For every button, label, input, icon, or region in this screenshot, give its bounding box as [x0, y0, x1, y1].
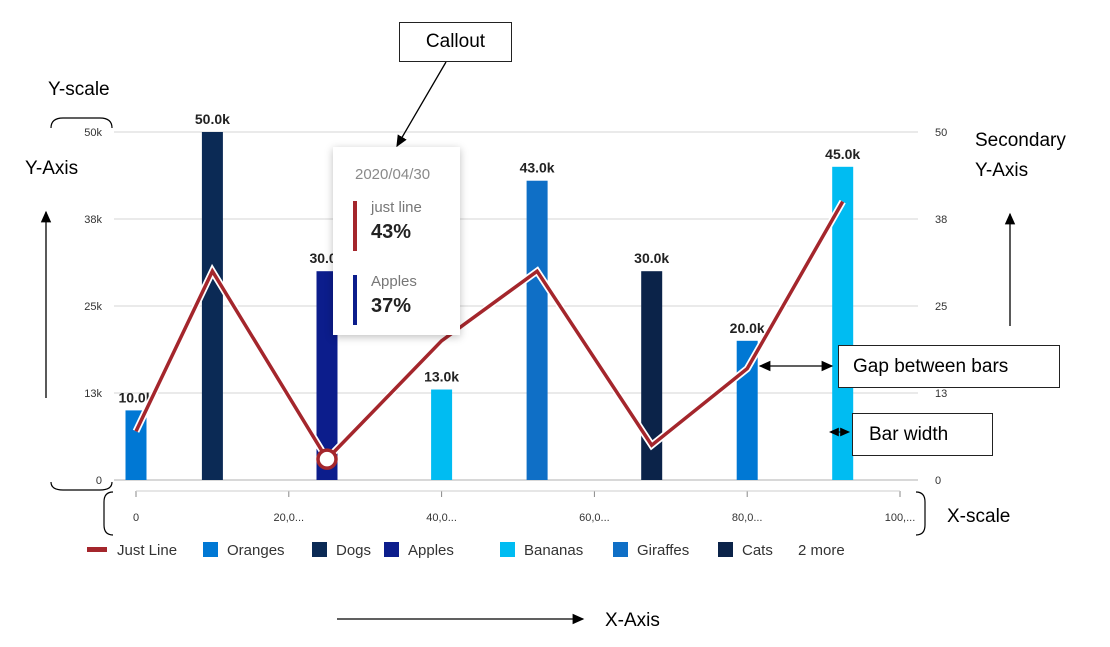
bar-data-label: 43.0k	[520, 160, 555, 176]
legend-swatch-line	[87, 547, 107, 552]
secondary-y-tick-label: 50	[935, 127, 947, 139]
y-tick-label: 25k	[84, 301, 102, 313]
x-scale-brace-left	[103, 491, 114, 536]
secondary-y-tick-label: 25	[935, 301, 947, 313]
legend-label: Cats	[742, 542, 773, 559]
legend-item-just-line[interactable]: Just Line	[87, 542, 177, 559]
legend-label: Oranges	[227, 542, 285, 559]
gap-between-bars-annotation: Gap between bars	[838, 345, 1060, 388]
x-axis-annotation: X-Axis	[605, 610, 660, 631]
gridlines	[114, 131, 918, 481]
legend-more-button[interactable]: 2 more	[798, 542, 845, 559]
tooltip-series-value: 37%	[371, 295, 412, 317]
legend: Just Line Oranges Dogs Apples Bananas Giraffe…	[87, 542, 845, 559]
x-axis-ticks: 0 20,0... 40,0... 60,0... 80,0... 100,...	[133, 490, 916, 524]
legend-label: Giraffes	[637, 542, 689, 559]
bar-giraffes	[526, 180, 548, 480]
just-line-series	[132, 199, 846, 470]
callout-tooltip: 2020/04/30 just line 43% Apples 37%	[333, 147, 460, 335]
legend-item-dogs[interactable]: Dogs	[312, 542, 371, 559]
secondary-y-tick-label: 0	[935, 475, 941, 487]
legend-swatch	[613, 542, 628, 557]
secondary-y-axis-ticks: 0 13 25 38 50	[935, 127, 947, 487]
tooltip-date: 2020/04/30	[355, 166, 431, 183]
legend-item-bananas[interactable]: Bananas	[500, 542, 583, 559]
tooltip-series-name: just line	[371, 199, 422, 216]
callout-arrow	[396, 61, 447, 148]
bar-bananas	[431, 389, 453, 480]
legend-swatch	[312, 542, 327, 557]
just-line	[134, 200, 845, 462]
x-scale-brace-right	[915, 491, 926, 536]
legend-label: Apples	[408, 542, 454, 559]
secondary-y-tick-label: 38	[935, 214, 947, 226]
secondary-y-axis-annotation-line2: Y-Axis	[975, 160, 1028, 181]
bar-data-label: 45.0k	[825, 146, 860, 162]
tooltip-color-bar	[353, 275, 357, 325]
highlighted-point-marker	[316, 448, 338, 470]
bar-width-annotation: Bar width	[852, 413, 993, 456]
bar-data-label: 30.0k	[634, 250, 669, 266]
x-tick-label: 100,...	[885, 512, 916, 524]
y-axis-ticks: 0 13k 25k 38k 50k	[84, 127, 102, 487]
tooltip-item-apples: Apples 37%	[353, 273, 453, 327]
bar-data-label: 10.0k	[118, 389, 153, 405]
legend-label: Bananas	[524, 542, 583, 559]
y-tick-label: 0	[96, 475, 102, 487]
bar-data-label: 13.0k	[424, 369, 459, 385]
legend-swatch	[718, 542, 733, 557]
bar-data-label: 50.0k	[195, 111, 230, 127]
legend-item-cats[interactable]: Cats	[718, 542, 773, 559]
callout-annotation: Callout	[399, 22, 512, 62]
bar-bananas	[832, 166, 854, 481]
x-tick-label: 60,0...	[579, 512, 610, 524]
bar-data-label: 20.0k	[730, 320, 765, 336]
tooltip-series-name: Apples	[371, 273, 417, 290]
legend-item-apples[interactable]: Apples	[384, 542, 454, 559]
y-scale-brace-top	[50, 117, 113, 129]
x-tick-label: 80,0...	[732, 512, 763, 524]
y-tick-label: 38k	[84, 214, 102, 226]
secondary-y-tick-label: 13	[935, 388, 947, 400]
legend-swatch	[500, 542, 515, 557]
bar-dogs	[201, 132, 223, 480]
tooltip-series-value: 43%	[371, 221, 412, 243]
y-tick-label: 13k	[84, 388, 102, 400]
secondary-y-axis-annotation-line1: Secondary	[975, 130, 1066, 151]
tooltip-item-just-line: just line 43%	[353, 199, 453, 253]
legend-label: Dogs	[336, 542, 371, 559]
y-scale-brace-bottom	[50, 481, 113, 491]
legend-item-giraffes[interactable]: Giraffes	[613, 542, 689, 559]
bar-apples	[316, 271, 338, 480]
legend-label: Just Line	[117, 542, 177, 559]
bars	[125, 132, 854, 481]
x-scale-annotation: X-scale	[947, 506, 1010, 527]
legend-item-oranges[interactable]: Oranges	[203, 542, 285, 559]
y-scale-annotation: Y-scale	[48, 79, 110, 100]
x-tick-label: 40,0...	[426, 512, 457, 524]
legend-swatch	[384, 542, 399, 557]
legend-swatch	[203, 542, 218, 557]
y-tick-label: 50k	[84, 127, 102, 139]
y-axis-annotation: Y-Axis	[25, 158, 78, 179]
x-tick-label: 20,0...	[274, 512, 305, 524]
bar-cats	[641, 271, 663, 480]
x-tick-label: 0	[133, 512, 139, 524]
tooltip-color-bar	[353, 201, 357, 251]
